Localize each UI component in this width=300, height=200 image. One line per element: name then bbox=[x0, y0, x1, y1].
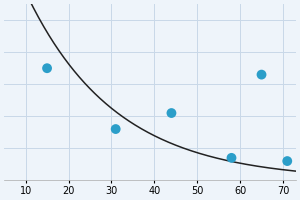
Point bbox=[169, 111, 174, 115]
Point bbox=[259, 73, 264, 76]
Point bbox=[113, 127, 118, 131]
Point bbox=[229, 156, 234, 159]
Point bbox=[285, 159, 290, 163]
Point bbox=[45, 67, 50, 70]
